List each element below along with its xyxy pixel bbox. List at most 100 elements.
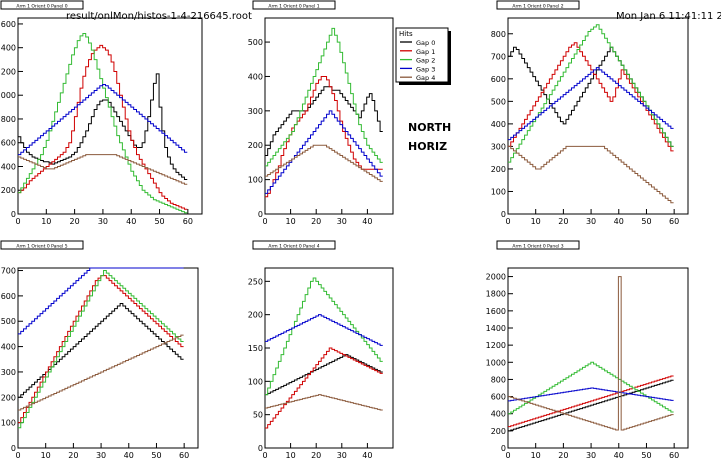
y-tick-label: 400 xyxy=(248,72,263,81)
y-tick-label: 250 xyxy=(248,277,263,286)
y-tick-label: 1800 xyxy=(486,290,506,299)
x-tick-label: 10 xyxy=(41,217,51,226)
x-tick-label: 30 xyxy=(337,451,347,460)
series-line-1 xyxy=(265,347,383,429)
histogram-panel-2: Arm 1 Orient 0 Panel 20 10 20 30 40 50 6001002… xyxy=(491,0,689,226)
y-tick-label: 600 xyxy=(1,139,16,148)
y-tick-label: 700 xyxy=(1,267,16,276)
x-tick-label: 20 xyxy=(311,217,321,226)
series-line-1 xyxy=(508,375,674,428)
x-tick-label: 20 xyxy=(558,451,568,460)
x-tick-label: 0 xyxy=(262,451,267,460)
x-tick-label: 20 xyxy=(70,217,80,226)
y-tick-label: 200 xyxy=(1,393,16,402)
series-line-1 xyxy=(18,44,188,210)
x-tick-label: 40 xyxy=(362,451,372,460)
series-line-3 xyxy=(508,387,674,402)
y-tick-label: 100 xyxy=(491,187,506,196)
panel-title: Arm 1 Orient 0 Panel 3 xyxy=(512,244,563,250)
series-line-3 xyxy=(18,267,184,335)
x-tick-label: 0 xyxy=(505,217,510,226)
y-tick-label: 0 xyxy=(501,210,506,219)
x-tick-label: 30 xyxy=(96,451,106,460)
series-line-3 xyxy=(265,110,383,194)
y-tick-label: 0 xyxy=(258,210,263,219)
x-tick-label: 50 xyxy=(151,451,161,460)
y-tick-label: 100 xyxy=(248,176,263,185)
histogram-panel-1: Arm 1 Orient 0 Panel 10 10 20 30 40010020030… xyxy=(248,0,394,226)
legend-entry: Gap 3 xyxy=(416,65,435,73)
x-tick-label: 10 xyxy=(41,451,51,460)
series-line-0 xyxy=(18,73,188,181)
legend-box xyxy=(395,27,449,83)
series-line-2 xyxy=(18,32,188,214)
y-tick-label: 200 xyxy=(491,427,506,436)
annotation-north: NORTH xyxy=(408,121,451,134)
y-tick-label: 300 xyxy=(1,368,16,377)
x-tick-label: 0 xyxy=(15,451,20,460)
y-tick-label: 1200 xyxy=(0,67,16,76)
series-line-0 xyxy=(508,379,674,432)
series-line-4 xyxy=(18,154,188,185)
y-tick-label: 500 xyxy=(248,38,263,47)
x-tick-label: 10 xyxy=(531,451,541,460)
y-tick-label: 0 xyxy=(501,444,506,453)
y-tick-label: 0 xyxy=(258,444,263,453)
datetime-label: Mon Jan 6 11:41:11 2007 xyxy=(616,11,721,22)
x-tick-label: 50 xyxy=(154,217,164,226)
y-tick-label: 600 xyxy=(1,292,16,301)
y-tick-label: 800 xyxy=(491,30,506,39)
x-tick-label: 20 xyxy=(68,451,78,460)
y-tick-label: 2000 xyxy=(486,273,506,282)
x-tick-label: 30 xyxy=(586,217,596,226)
plot-frame xyxy=(264,17,394,215)
series-line-2 xyxy=(265,277,383,396)
panel-title-box xyxy=(0,0,84,10)
x-tick-label: 0 xyxy=(505,451,510,460)
y-tick-label: 400 xyxy=(491,410,506,419)
series-line-4 xyxy=(508,145,674,204)
series-line-3 xyxy=(265,314,383,346)
legend-entry: Gap 0 xyxy=(416,39,435,47)
legend-entry: Gap 4 xyxy=(416,74,435,82)
y-tick-label: 1000 xyxy=(0,91,16,100)
y-tick-label: 700 xyxy=(491,52,506,61)
x-tick-label: 30 xyxy=(337,217,347,226)
y-tick-label: 1400 xyxy=(486,324,506,333)
y-tick-label: 200 xyxy=(491,165,506,174)
x-tick-label: 20 xyxy=(311,451,321,460)
legend-entry: Gap 1 xyxy=(416,48,435,56)
y-tick-label: 200 xyxy=(248,311,263,320)
y-tick-label: 100 xyxy=(1,419,16,428)
y-tick-label: 0 xyxy=(11,444,16,453)
panel-title-box xyxy=(252,0,336,10)
y-tick-label: 150 xyxy=(248,344,263,353)
x-tick-label: 60 xyxy=(183,217,193,226)
y-tick-label: 50 xyxy=(253,411,263,420)
legend-title: Hits xyxy=(399,30,413,38)
panel-title-box xyxy=(252,240,336,250)
y-tick-label: 300 xyxy=(491,142,506,151)
plot-frame xyxy=(507,17,689,215)
y-tick-label: 500 xyxy=(491,97,506,106)
panel-title: Arm 1 Orient 0 Panel 1 xyxy=(268,4,319,10)
legend-entry: Gap 2 xyxy=(416,57,435,65)
series-line-4 xyxy=(265,394,383,411)
y-tick-label: 400 xyxy=(491,120,506,129)
plot-frame xyxy=(507,267,689,449)
series-line-3 xyxy=(508,67,674,141)
y-tick-label: 300 xyxy=(248,107,263,116)
series-line-4 xyxy=(508,276,674,431)
y-tick-label: 600 xyxy=(491,393,506,402)
x-tick-label: 20 xyxy=(558,217,568,226)
y-tick-label: 800 xyxy=(1,115,16,124)
y-tick-label: 1200 xyxy=(486,341,506,350)
y-tick-label: 1600 xyxy=(486,307,506,316)
series-line-2 xyxy=(265,27,383,167)
series-line-0 xyxy=(265,354,383,396)
x-tick-label: 30 xyxy=(586,451,596,460)
plot-frame xyxy=(17,17,203,215)
y-tick-label: 400 xyxy=(1,343,16,352)
